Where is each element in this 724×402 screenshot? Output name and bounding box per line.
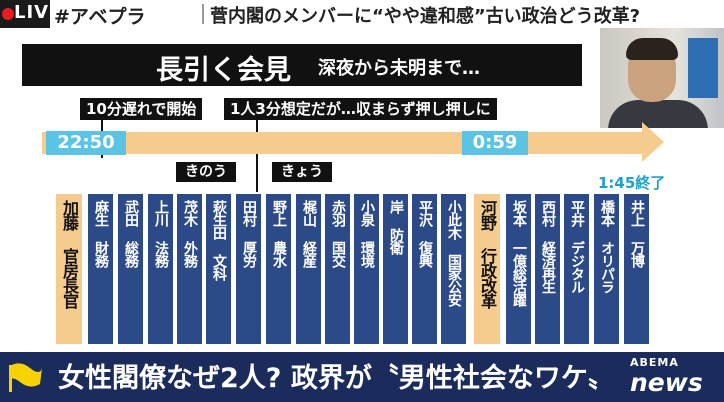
minister-column-akaba: 赤羽 国交 <box>325 194 350 344</box>
live-badge: LIVE <box>0 0 61 28</box>
timeline-arrow-band <box>42 132 642 154</box>
minister-column-hashimoto: 橋本 オリパラ <box>594 194 619 344</box>
panel-subtitle: 深夜から未明まで… <box>318 58 480 79</box>
abema-news-logo: ABEMA news <box>630 356 720 400</box>
callout-late-start: 10分遅れで開始 <box>80 98 203 120</box>
live-label: LIVE <box>14 2 63 23</box>
live-dot-icon <box>2 8 14 20</box>
panel-title: 長引く会見 <box>156 55 291 86</box>
minister-column-takeda: 武田 総務 <box>118 194 143 344</box>
end-time-label: 1:45終了 <box>598 174 666 192</box>
minister-column-nogami: 野上 農水 <box>266 194 291 344</box>
minister-column-sakamoto: 坂本 一億総活躍 <box>506 194 531 344</box>
logo-brand: ABEMA <box>630 356 679 369</box>
minister-column-koizumi: 小泉 環境 <box>354 194 379 344</box>
day-divider-line <box>256 118 258 192</box>
minister-column-kato: 加藤 官房長官 <box>56 194 82 344</box>
flag-icon <box>9 363 42 392</box>
headline-divider <box>202 4 204 24</box>
guest-hair <box>626 38 678 60</box>
start-time-box: 22:50 <box>46 131 126 155</box>
minister-column-hirasawa: 平沢 復興 <box>412 194 437 344</box>
day-label-today: きょう <box>272 162 332 182</box>
callout-overrun: 1人3分想定だが…収まらず押し押しに <box>224 98 497 120</box>
minister-column-hirai: 平井 デジタル <box>564 194 589 344</box>
minister-column-nishimura: 西村 経済再生 <box>535 194 560 344</box>
minister-column-hagiuda: 萩生田 文科 <box>206 194 231 344</box>
bottom-caption: 女性閣僚なぜ2人? 政界が〝男性社会なワケ〟 <box>58 363 615 394</box>
day-label-yesterday: きのう <box>176 162 236 182</box>
background-sign <box>688 38 718 98</box>
minister-column-motegi: 茂木 外務 <box>177 194 202 344</box>
program-hashtag: #アベプラ <box>54 6 146 28</box>
mid-time-box: 0:59 <box>462 131 528 155</box>
guest-camera-inset <box>600 28 724 128</box>
top-ticker-bar <box>0 0 724 28</box>
minister-column-kamikawa: 上川 法務 <box>148 194 173 344</box>
minister-column-inoue: 井上 万博 <box>624 194 649 344</box>
headline-text: 菅内閣のメンバーに“やや違和感”古い政治どう改革? <box>210 6 641 27</box>
minister-column-kishi: 岸 防衛 <box>383 194 408 344</box>
minister-column-aso: 麻生 財務 <box>88 194 113 344</box>
minister-column-tamura: 田村 厚労 <box>236 194 261 344</box>
minister-column-kono: 河野 行政改革 <box>474 194 500 344</box>
minister-column-kajiyama: 梶山 経産 <box>296 194 321 344</box>
minister-column-okonogi: 小此木 国家公安 <box>441 194 466 344</box>
logo-news: news <box>630 368 703 397</box>
panel-title-bar <box>22 44 582 86</box>
bottom-caption-bar <box>0 352 724 402</box>
timeline-arrow-head <box>642 122 664 162</box>
